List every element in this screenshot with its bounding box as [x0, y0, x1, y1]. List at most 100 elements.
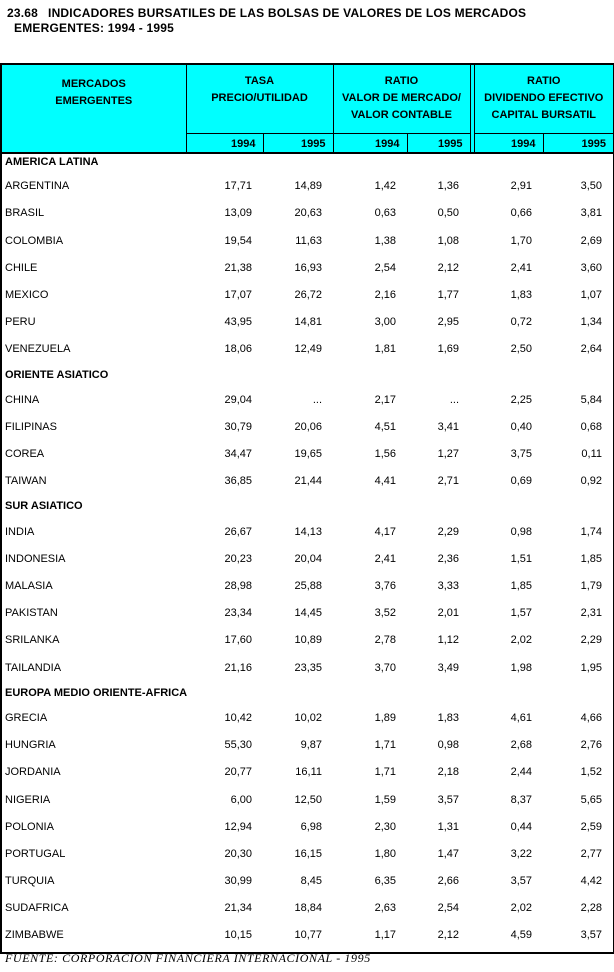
value-cell: 2,54 — [437, 902, 459, 915]
value-cell: 5,65 — [580, 793, 602, 806]
table-row: MALASIA 28,98 25,88 3,76 3,33 1,85 1,79 — [1, 576, 614, 603]
header-divider-spacer — [469, 64, 475, 154]
value-cell: 3,22 — [510, 847, 532, 860]
country-cell: NIGERIA — [5, 793, 51, 806]
section-label: ORIENTE ASIATICO — [5, 368, 109, 381]
source-note: FUENTE: CORPORACION FINANCIERA INTERNACI… — [5, 951, 371, 965]
value-cell: 30,79 — [224, 420, 252, 433]
header-label-line: RATIO — [384, 75, 419, 87]
table-row: INDIA 26,67 14,13 4,17 2,29 0,98 1,74 — [1, 522, 614, 549]
value-cell: 2,02 — [510, 634, 532, 647]
value-cell: 25,88 — [294, 580, 322, 592]
value-cell: ... — [449, 393, 459, 406]
value-cell: 0,92 — [580, 475, 602, 488]
header-ratio-valor-mercado: RATIO VALOR DE MERCADO/ VALOR CONTABLE — [332, 64, 470, 134]
header-label-line: RATIO — [527, 75, 561, 87]
value-cell: 14,13 — [294, 525, 322, 538]
value-cell: 3,57 — [437, 793, 459, 806]
value-cell: 2,29 — [437, 525, 459, 538]
value-cell: 23,34 — [224, 607, 252, 620]
value-cell: 10,77 — [294, 929, 322, 942]
value-cell: 20,63 — [294, 207, 322, 220]
section-row: SUR ASIATICO — [1, 498, 614, 521]
value-cell: 0,50 — [437, 207, 459, 220]
country-cell: MALASIA — [5, 580, 53, 592]
value-cell: 4,51 — [374, 420, 396, 433]
value-cell: 30,99 — [224, 875, 252, 888]
value-cell: 3,57 — [510, 875, 532, 888]
country-cell: MEXICO — [5, 288, 49, 301]
value-cell: 2,77 — [580, 847, 602, 860]
table-row: INDONESIA 20,23 20,04 2,41 2,36 1,51 1,85 — [1, 549, 614, 576]
value-cell: 1,07 — [580, 288, 602, 301]
value-cell: 20,77 — [224, 766, 252, 779]
value-cell: 16,93 — [294, 261, 322, 274]
value-cell: 11,63 — [295, 234, 322, 247]
value-cell: 10,89 — [294, 634, 322, 647]
country-cell: INDONESIA — [5, 552, 66, 565]
country-cell: HUNGRIA — [5, 739, 56, 752]
value-cell: 14,45 — [294, 607, 322, 620]
value-cell: 3,76 — [374, 580, 396, 592]
page-title: 23.68 INDICADORES BURSATILES DE LAS BOLSA… — [7, 6, 526, 36]
value-cell: 0,98 — [437, 739, 459, 752]
value-cell: 4,42 — [580, 875, 602, 888]
value-cell: 1,56 — [374, 448, 396, 461]
value-cell: 20,30 — [224, 847, 252, 860]
value-cell: 1,83 — [510, 288, 532, 301]
value-cell: 26,67 — [224, 525, 252, 538]
value-cell: 0,44 — [510, 820, 532, 833]
table-row: JORDANIA 20,77 16,11 1,71 2,18 2,44 1,52 — [1, 762, 614, 789]
value-cell: 1,47 — [437, 847, 459, 860]
value-cell: 1,51 — [510, 552, 532, 565]
table-row: BRASIL 13,09 20,63 0,63 0,50 0,66 3,81 — [1, 203, 614, 230]
value-cell: 3,52 — [374, 607, 396, 620]
indicators-table: MERCADOS EMERGENTES TASA PRECIO/UTILIDAD… — [0, 63, 614, 954]
value-cell: 0,69 — [510, 475, 532, 488]
value-cell: 2,91 — [510, 180, 532, 193]
value-cell: 10,02 — [294, 711, 322, 724]
country-cell: POLONIA — [5, 820, 54, 833]
country-cell: FILIPINAS — [5, 420, 57, 433]
value-cell: 8,45 — [300, 875, 322, 888]
country-cell: JORDANIA — [5, 766, 61, 779]
country-cell: CHILE — [5, 261, 38, 274]
country-cell: TURQUIA — [5, 875, 55, 888]
value-cell: 2,41 — [374, 552, 396, 565]
country-cell: COLOMBIA — [5, 234, 64, 247]
value-cell: 1,98 — [510, 661, 532, 674]
value-cell: 3,50 — [580, 180, 602, 193]
value-cell: 1,34 — [580, 316, 602, 329]
year-header: 1994 — [474, 133, 543, 154]
section-label: EUROPA MEDIO ORIENTE-AFRICA — [5, 686, 188, 699]
value-cell: 3,60 — [580, 261, 602, 274]
value-cell: 14,81 — [294, 316, 322, 329]
value-cell: 23,35 — [294, 661, 322, 674]
value-cell: 3,70 — [374, 661, 396, 674]
country-cell: PERU — [5, 316, 36, 329]
value-cell: 1,80 — [374, 847, 396, 860]
value-cell: 13,09 — [224, 207, 252, 220]
value-cell: 1,79 — [580, 580, 602, 592]
value-cell: 20,23 — [224, 552, 252, 565]
value-cell: 28,98 — [224, 580, 252, 592]
value-cell: 0,63 — [374, 207, 396, 220]
value-cell: 2,41 — [510, 261, 532, 274]
country-cell: SUDAFRICA — [5, 902, 69, 915]
value-cell: 2,64 — [580, 343, 602, 356]
header-label-line: TASA — [244, 75, 275, 87]
page-title-line1: 23.68 INDICADORES BURSATILES DE LAS BOLSA… — [7, 6, 526, 21]
value-cell: 16,15 — [294, 847, 322, 860]
year-header: 1995 — [542, 133, 614, 154]
table-row: ARGENTINA 17,71 14,89 1,42 1,36 2,91 3,50 — [1, 176, 614, 203]
value-cell: 2,30 — [374, 820, 396, 833]
header-mercados-emergentes: MERCADOS EMERGENTES — [1, 64, 186, 154]
section-label: SUR ASIATICO — [5, 500, 83, 513]
section-row: ORIENTE ASIATICO — [1, 367, 614, 390]
value-cell: 2,12 — [437, 261, 459, 274]
value-cell: 6,00 — [230, 793, 252, 806]
group-header-row: MERCADOS EMERGENTES TASA PRECIO/UTILIDAD… — [1, 64, 614, 154]
header-ratio-dividendo: RATIO DIVIDENDO EFECTIVO CAPITAL BURSATI… — [474, 64, 614, 134]
value-cell: 2,68 — [510, 739, 532, 752]
value-cell: 1,81 — [374, 343, 396, 356]
